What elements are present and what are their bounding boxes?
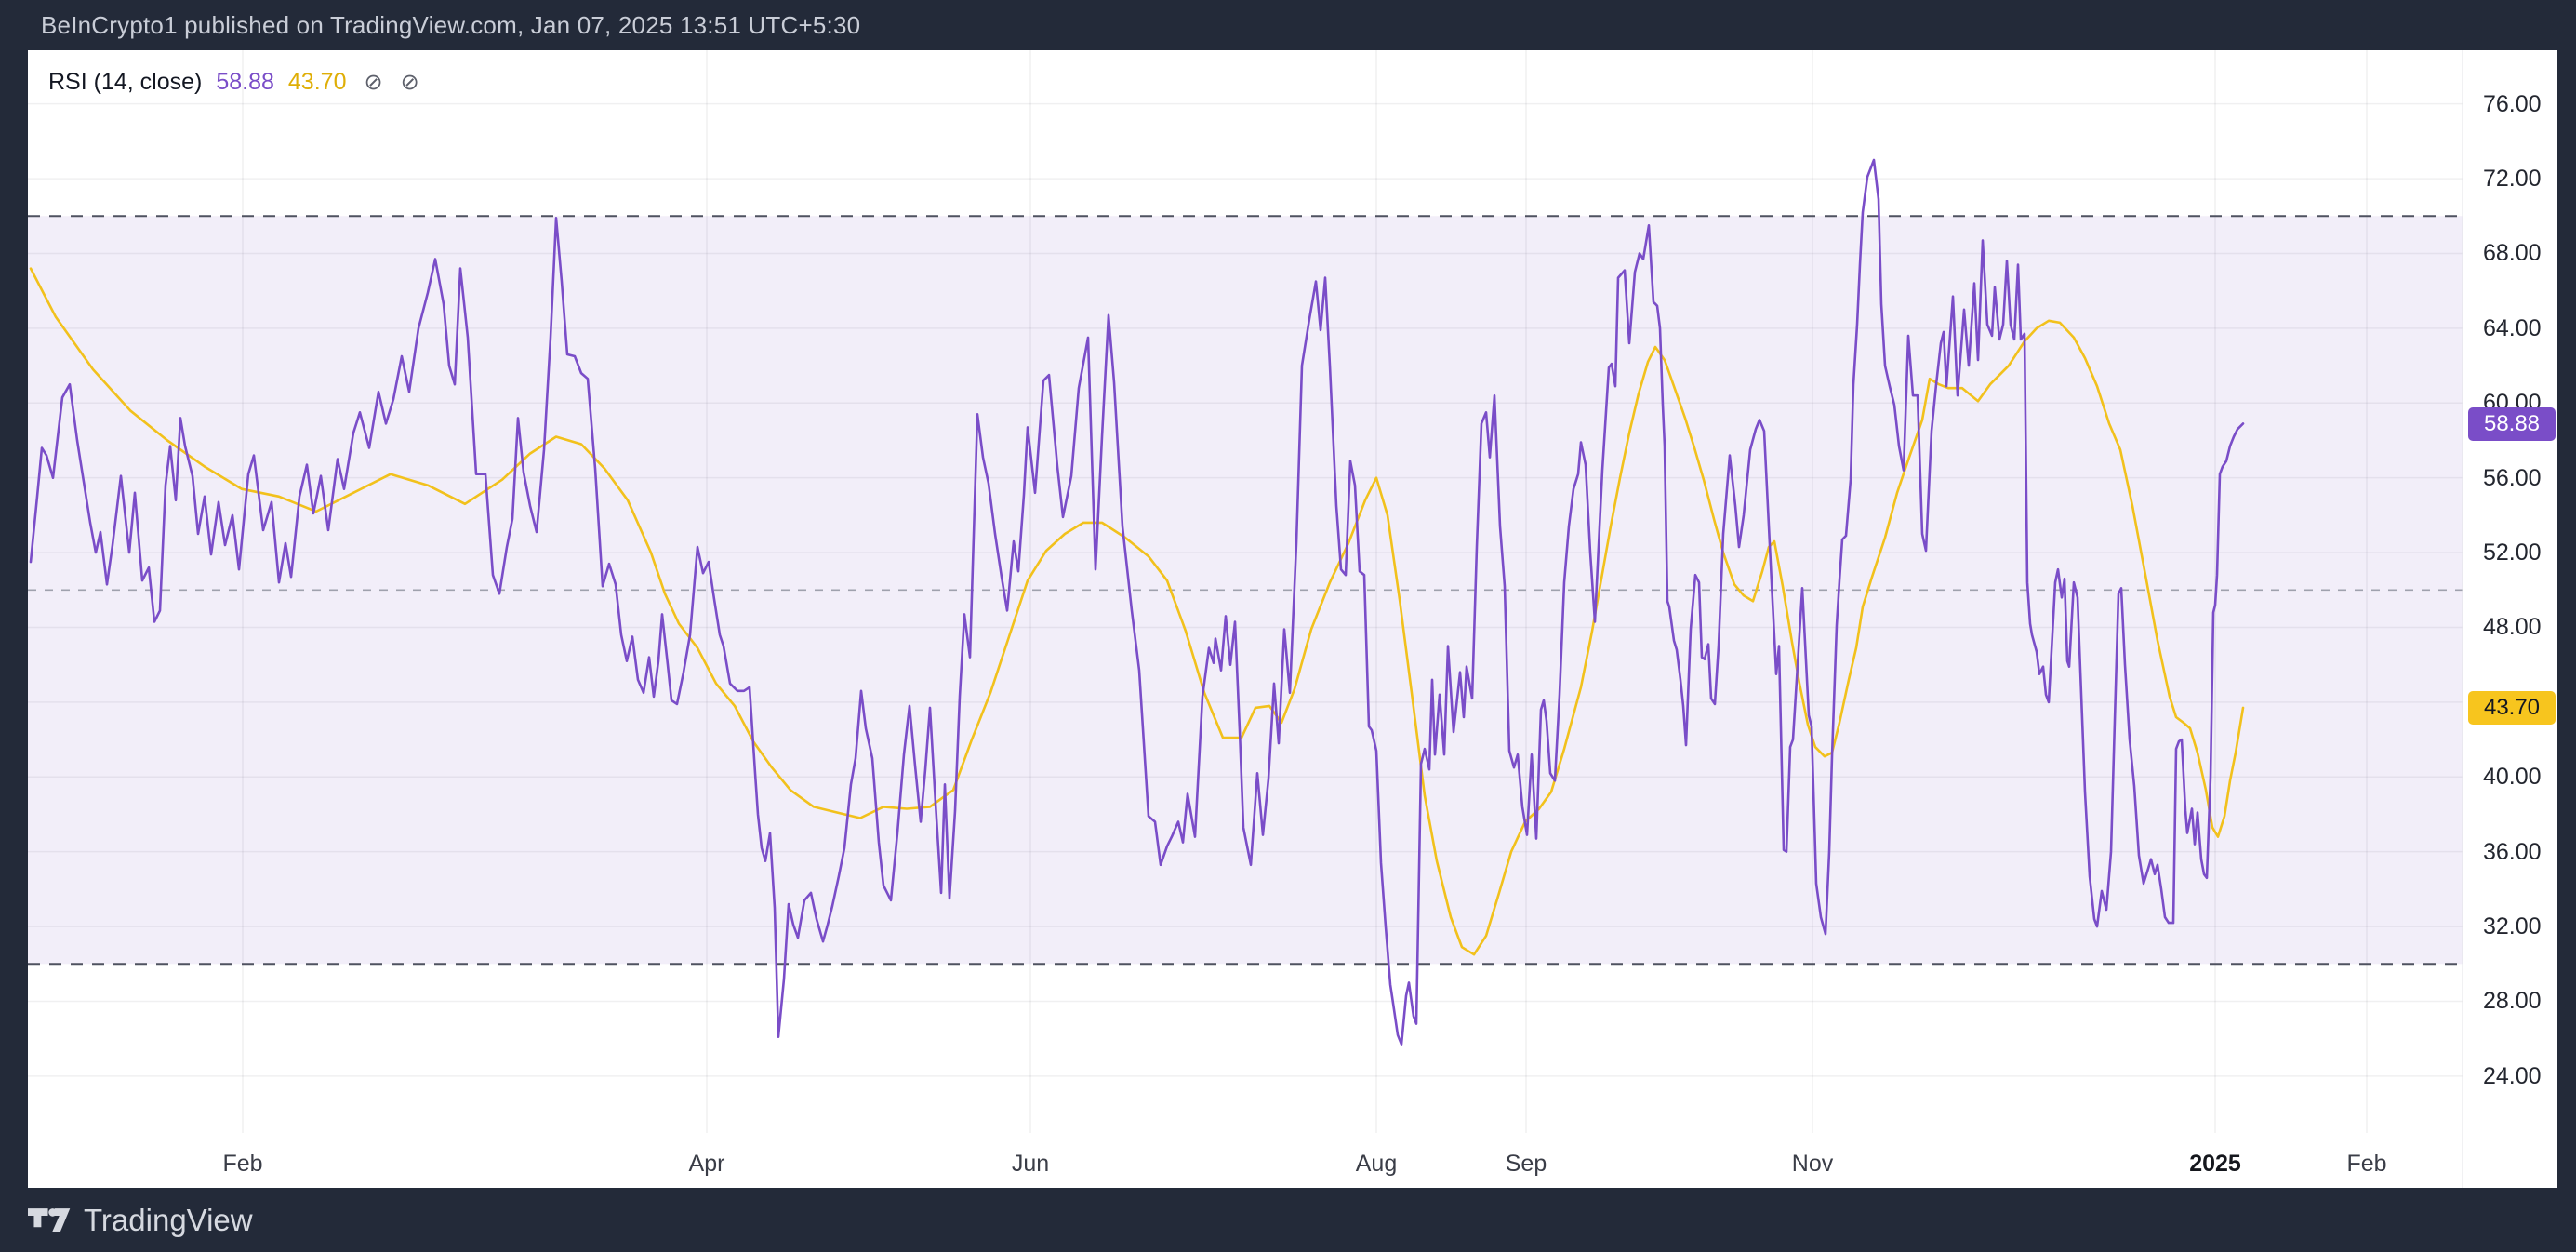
y-axis-tick-label[interactable]: 76.00 [2483,90,2542,117]
publish-header-bar: BeInCrypto1 published on TradingView.com… [0,0,2576,50]
x-axis-tick-label[interactable]: Apr [688,1151,725,1177]
x-axis-tick-label[interactable]: Feb [222,1151,263,1177]
y-axis-tick-label[interactable]: 48.00 [2483,614,2542,641]
y-axis-tick-label[interactable]: 24.00 [2483,1062,2542,1089]
rsi-value-readout: 58.88 [216,69,274,95]
rsi-band [28,216,2463,965]
publisher-attribution-text: BeInCrypto1 published on TradingView.com… [41,10,861,39]
indicator-legend: RSI (14, close) 58.88 43.70 ⊘ ⊘ [48,69,419,96]
x-axis-tick-label[interactable]: Feb [2346,1151,2387,1177]
rsi-ma-line [29,267,2245,956]
rsi-chart-canvas[interactable] [28,50,2557,1188]
ma-last-value-badge: 43.70 [2468,690,2556,725]
rsi-ma-value-readout: 43.70 [287,69,347,95]
rsi-line [29,158,2245,1046]
x-axis-tick-label[interactable]: Sep [1505,1151,1547,1177]
x-axis-tick-label[interactable]: 2025 [2189,1151,2241,1177]
x-axis-tick-label[interactable]: Nov [1791,1151,1834,1177]
hide-source-icon[interactable]: ⊘ [364,70,383,95]
x-axis-tick-label[interactable]: Aug [1355,1151,1398,1177]
y-axis-tick-label[interactable]: 36.00 [2483,838,2542,865]
y-axis-tick-label[interactable]: 64.00 [2483,314,2542,341]
y-axis-tick-label[interactable]: 52.00 [2483,539,2542,566]
tradingview-logo-icon [28,1207,71,1232]
tradingview-brand-text: TradingView [84,1202,253,1237]
tradingview-brand[interactable]: TradingView [28,1202,253,1239]
x-axis-tick-label[interactable]: Jun [1011,1151,1050,1177]
hide-source-icon[interactable]: ⊘ [400,70,419,95]
y-axis-tick-label[interactable]: 28.00 [2483,988,2542,1015]
indicator-title: RSI (14, close) [48,69,203,95]
y-axis-tick-label[interactable]: 72.00 [2483,166,2542,193]
y-axis-tick-label[interactable]: 68.00 [2483,240,2542,267]
y-axis-tick-label[interactable]: 56.00 [2483,464,2542,491]
y-axis-tick-label[interactable]: 32.00 [2483,913,2542,940]
footer-bar: TradingView [0,1188,2576,1252]
indicator-pane[interactable]: 76.00 72.00 68.00 64.00 60.00 56.00 52.00 48.00… [28,50,2557,1188]
y-axis-tick-label[interactable]: 40.00 [2483,764,2542,791]
rsi-last-value-badge: 58.88 [2468,406,2556,441]
